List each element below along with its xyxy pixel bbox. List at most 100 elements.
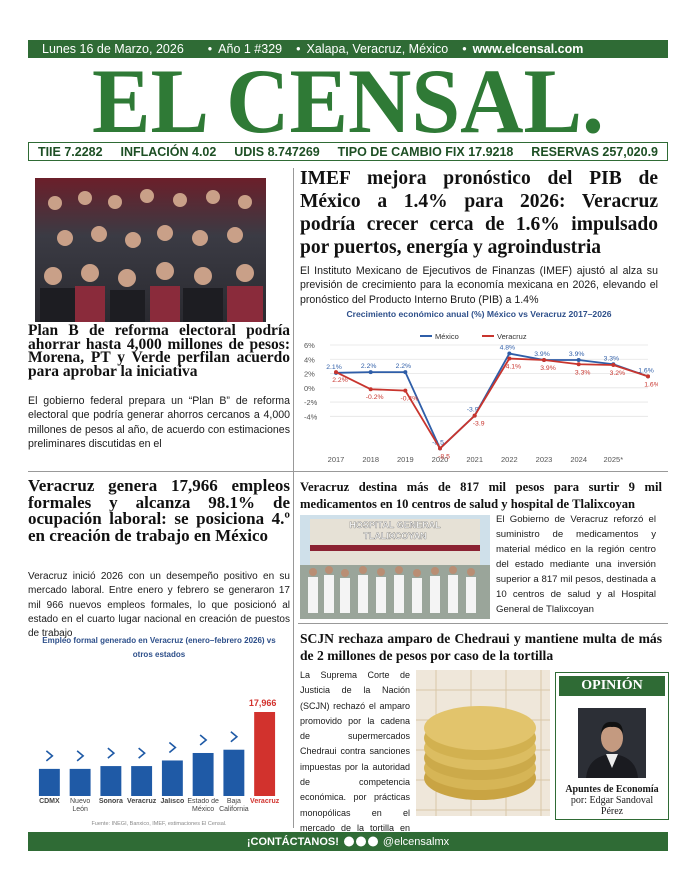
x-tick-label: 2020 [432,455,449,464]
data-label: 1.6% [638,367,654,374]
x-tick-box: CDMX [39,798,60,805]
masthead: EL CENSAL. [92,58,604,142]
article-body: El Gobierno de Veracruz reforzó el sumin… [496,514,656,615]
data-label: -0.2% [366,394,384,401]
x-tick-box: Sonora [98,798,123,805]
bar [131,766,153,796]
data-point [438,446,442,451]
social-handle[interactable]: @elcensalmx [382,835,450,848]
chart-source: Fuente: INEGI, Banxico, IMEF, estimacion… [91,821,227,827]
chart-title-box: Empleo formal generado en Veracruz (ener… [42,636,276,659]
x-tick-box: Veracruz [127,798,157,805]
bar [223,749,245,796]
website[interactable]: www.elcensal.com [472,42,584,56]
x-tick-box: Jalisco [161,798,185,805]
data-point [403,370,408,375]
data-label: 17,966 [249,698,277,708]
headline[interactable]: SCJN rechaza amparo de Chedraui y mantie… [300,631,662,663]
column-rule [293,168,294,828]
photo-hospital: HOSPITAL GENERAL TLALIXCOYAN [300,515,490,619]
data-label: 1.6% [644,381,658,388]
series-line [335,352,649,450]
headline[interactable]: IMEF mejora pronóstico del PIB de México… [300,168,658,258]
indicator: INFLACIÓN 4.02 [120,144,217,159]
chart-title: Empleo formal generado en Veracruz (ener… [42,636,276,659]
data-label: 3.3% [575,369,591,376]
y-tick-label: 0% [304,384,315,393]
date: Lunes 16 de Marzo, 2026 [42,42,184,56]
top-bar: Lunes 16 de Marzo, 2026 • Año 1 #329 • X… [28,40,668,58]
data-label: 4.8% [500,345,516,352]
data-point [507,351,512,356]
indicator: TIIE 7.2282 [37,144,103,159]
legend-label: México [435,332,459,341]
bar [100,766,122,796]
headline[interactable]: Plan B de reforma electoral podría ahorr… [28,322,290,380]
x-tick-label: Veracruz [127,798,157,805]
arrow-icon [199,734,208,746]
indicator: UDIS 8.747269 [234,144,320,159]
x-tick-label: 2025* [604,455,624,464]
x-tick-label: Estado de México [187,798,219,813]
data-point [576,357,581,362]
headline[interactable]: Veracruz destina más de 817 mil pesos pa… [300,480,662,511]
data-label: -3.9 [467,407,479,414]
article-body: El gobierno federal prepara un “Plan B” … [28,395,290,451]
row-rule [28,471,668,472]
x-tick-label: Veracruz [250,798,280,805]
photo-sign: TLALIXCOYAN [363,531,426,541]
arrow-icon [138,747,146,759]
photo-sign: HOSPITAL GENERAL [349,520,441,530]
x-tick-label: 2022 [501,455,518,464]
data-point [472,413,477,418]
opinion-box: OPINIÓN Apuntes de Economía por: Edgar S… [555,672,669,820]
bullet: • [462,42,467,56]
arrow-icon [76,750,85,762]
author-photo [578,708,646,778]
indicator: RESERVAS 257,020.9 [531,144,658,159]
opinion-column[interactable]: Apuntes de Economía [565,784,659,795]
issue: Año 1 #329 [218,42,283,56]
chart-title: Crecimiento económico anual (%) México v… [346,309,611,319]
data-point [334,370,338,375]
data-label: 3.2% [610,370,626,377]
arrow-icon [45,750,54,762]
y-tick-label: -2% [304,398,318,407]
chart-employment: Empleo formal generado en Veracruz (ener… [38,636,280,827]
data-point [507,356,512,361]
data-label: 3.9% [540,365,556,372]
bar [69,768,91,796]
y-tick-label: 2% [304,370,315,379]
article-body: Veracruz inició 2026 con un desempeño po… [28,571,290,640]
x-tick-box: Veracruz [250,798,280,805]
data-point [368,370,373,375]
x-tick-label: 2019 [397,455,414,464]
data-point [646,374,650,379]
x-tick-label: 2021 [466,455,483,464]
chart-gdp: Crecimiento económico anual (%) México v… [304,309,658,464]
x-tick-label: Nuevo León [70,798,91,813]
x-tick-label: Sonora [98,798,123,805]
location: Xalapa, Veracruz, México [306,42,449,56]
data-label: -8.5 [432,439,444,446]
y-tick-label: 6% [304,341,315,350]
indicators: TIIE 7.2282 INFLACIÓN 4.02 UDIS 8.747269 TI… [28,142,668,161]
data-point [542,357,546,362]
footer: ¡CONTÁCTANOS! @elcensalmx [28,832,668,851]
social-icons[interactable] [343,836,378,847]
data-point [368,387,373,392]
bar [38,768,60,796]
x-tick-box: Baja California [219,798,249,813]
x-tick-box: Estado de México [187,798,219,813]
bullet: • [296,42,301,56]
data-label: -3.9 [473,421,485,428]
x-tick-label: 2017 [328,455,345,464]
bar [192,752,214,796]
row-rule [298,623,668,624]
headline[interactable]: Veracruz genera 17,966 empleos formales … [28,476,290,545]
x-tick-label: 2024 [570,455,587,464]
x-tick-label: 2018 [362,455,379,464]
arrow-icon [230,731,239,743]
data-label: 2.2% [396,363,412,370]
